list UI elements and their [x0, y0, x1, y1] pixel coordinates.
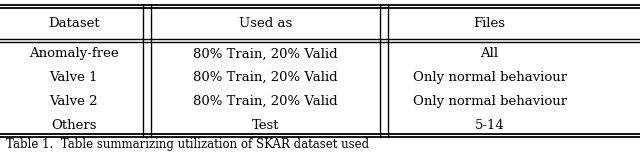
Text: Used as: Used as [239, 17, 292, 30]
Text: Anomaly-free: Anomaly-free [29, 47, 118, 60]
Text: 80% Train, 20% Valid: 80% Train, 20% Valid [193, 71, 338, 84]
Text: Files: Files [474, 17, 506, 30]
Text: Only normal behaviour: Only normal behaviour [413, 71, 566, 84]
Text: Table 1.  Table summarizing utilization of SKAR dataset used: Table 1. Table summarizing utilization o… [6, 138, 369, 151]
Text: All: All [481, 47, 499, 60]
Text: 80% Train, 20% Valid: 80% Train, 20% Valid [193, 95, 338, 108]
Text: Only normal behaviour: Only normal behaviour [413, 95, 566, 108]
Text: 80% Train, 20% Valid: 80% Train, 20% Valid [193, 47, 338, 60]
Text: Others: Others [51, 119, 97, 132]
Text: Dataset: Dataset [48, 17, 99, 30]
Text: Valve 1: Valve 1 [49, 71, 98, 84]
Text: Valve 2: Valve 2 [49, 95, 98, 108]
Text: 5-14: 5-14 [475, 119, 504, 132]
Text: Test: Test [252, 119, 279, 132]
